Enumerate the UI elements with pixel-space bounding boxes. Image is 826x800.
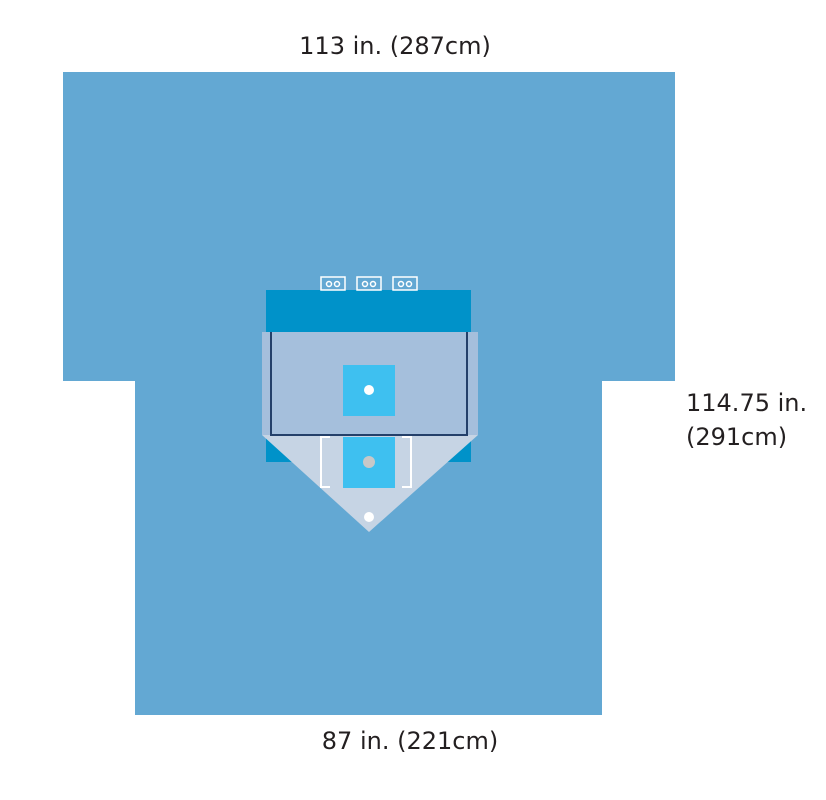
bracket bbox=[402, 436, 412, 488]
bottom-dimension: 87 in. (221cm) bbox=[322, 727, 498, 755]
right-dimension: (291cm) bbox=[686, 423, 787, 451]
dot bbox=[364, 512, 374, 522]
frame bbox=[270, 332, 468, 436]
dot bbox=[364, 385, 374, 395]
dot bbox=[363, 456, 375, 468]
top-band bbox=[266, 290, 471, 332]
bracket bbox=[320, 436, 330, 488]
tube-holders bbox=[320, 276, 418, 291]
right-dimension: 114.75 in. bbox=[686, 389, 807, 417]
top-dimension: 113 in. (287cm) bbox=[299, 32, 491, 60]
